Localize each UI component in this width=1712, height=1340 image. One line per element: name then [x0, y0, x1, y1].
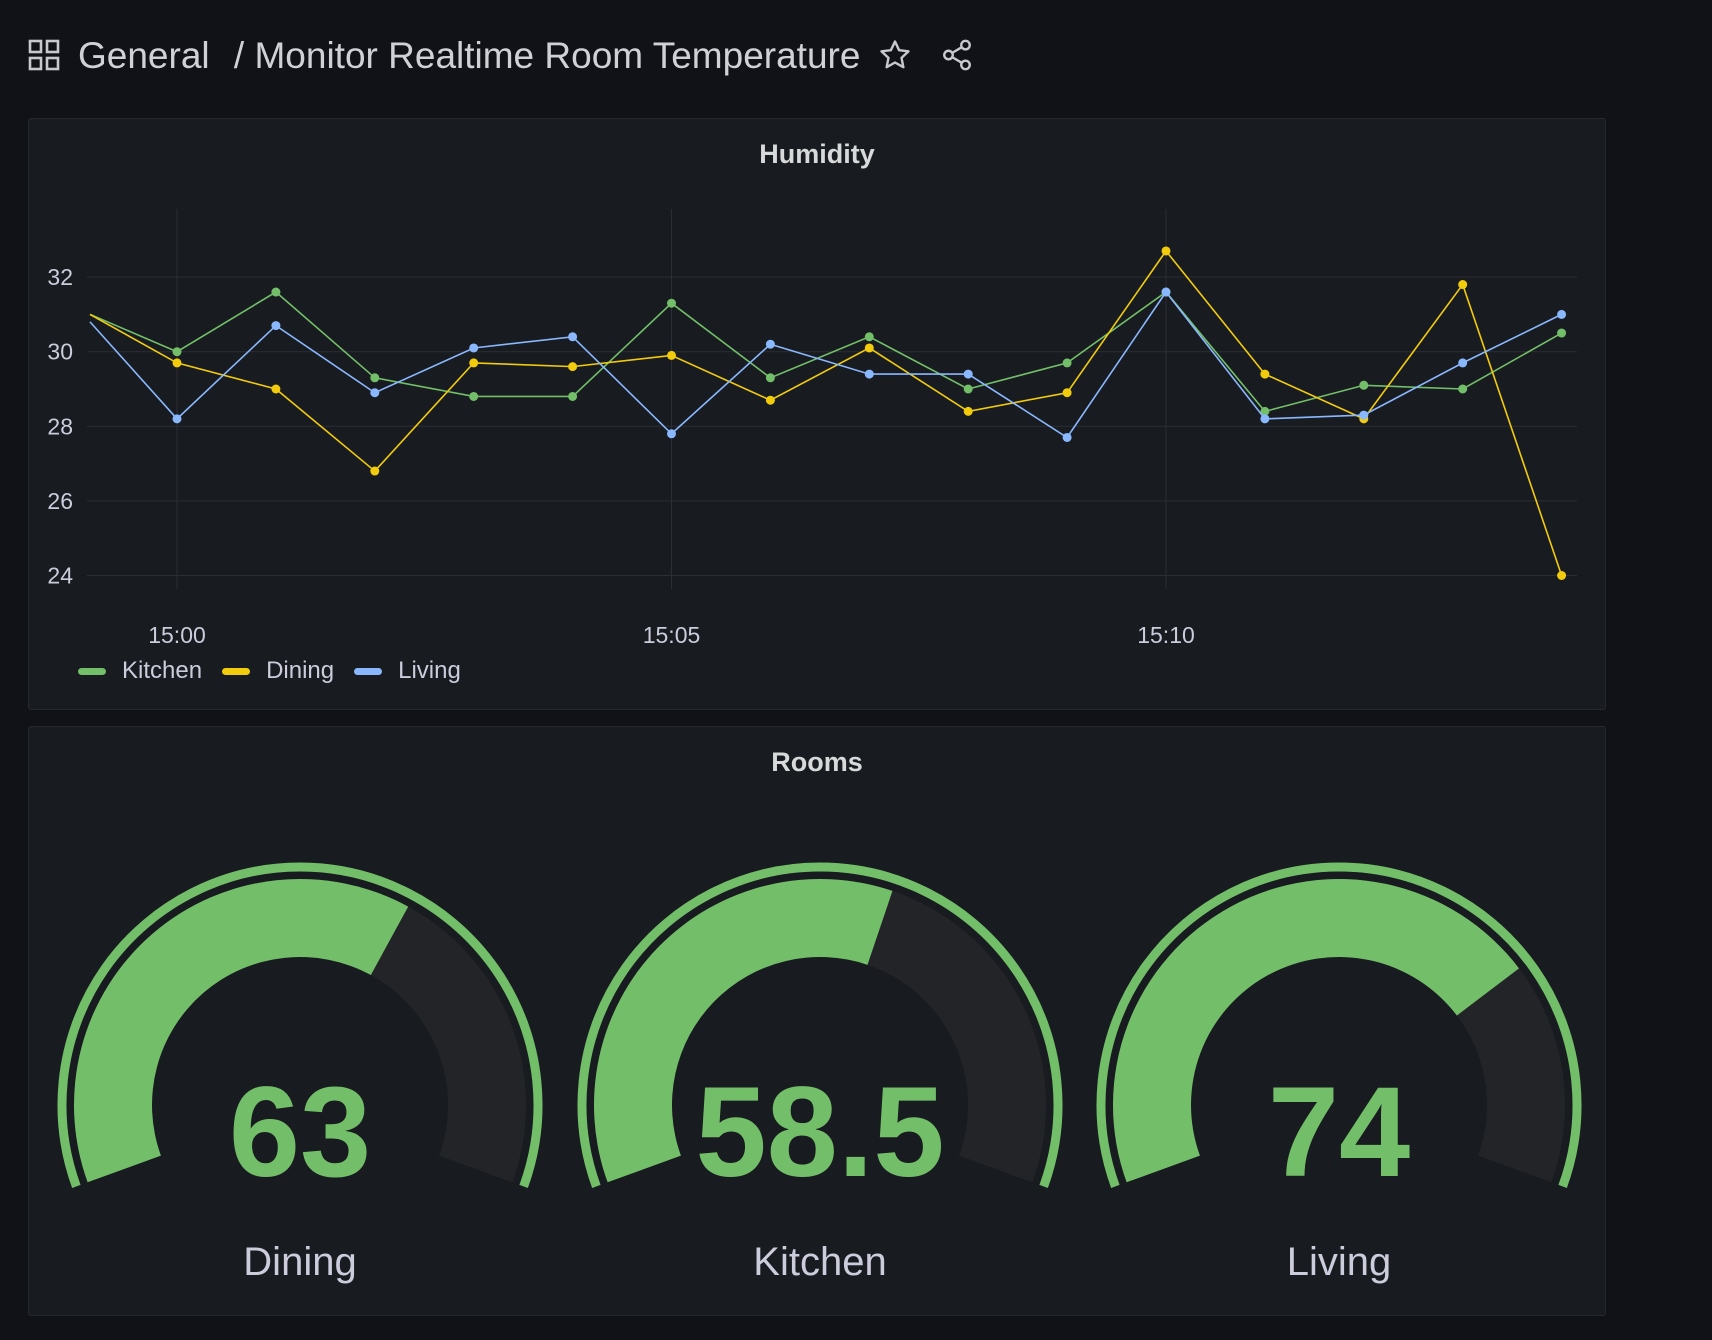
gauge-living[interactable]: 74 Living [1096, 862, 1582, 1284]
data-point[interactable] [1557, 309, 1567, 319]
series-line[interactable] [89, 249, 1563, 576]
breadcrumb: General / Monitor Realtime Room Temperat… [78, 33, 860, 77]
breadcrumb-separator: / [233, 35, 245, 77]
gauge-threshold-ring [577, 862, 1063, 1188]
data-point[interactable] [469, 391, 479, 401]
data-point[interactable] [765, 373, 775, 383]
y-tick-label: 24 [47, 563, 73, 589]
data-point[interactable] [1359, 410, 1369, 420]
data-point[interactable] [469, 358, 479, 368]
series-kitchen[interactable] [89, 287, 1567, 416]
star-icon[interactable] [878, 38, 912, 72]
panel-title[interactable]: Rooms [771, 747, 863, 777]
gauge-value: 63 [229, 1061, 371, 1204]
legend-item-kitchen[interactable]: Kitchen [78, 657, 202, 685]
chart-grid [87, 209, 1577, 589]
gauge-threshold-ring [1096, 862, 1582, 1188]
humidity-panel: Humidity 24 26 28 30 32 15:00 15:05 15:10 Kitch… [28, 118, 1606, 710]
gauge-value: 74 [1268, 1061, 1410, 1204]
data-point[interactable] [1260, 369, 1270, 379]
data-point[interactable] [1458, 384, 1468, 394]
gauge-label: Kitchen [753, 1240, 886, 1284]
legend-swatch [78, 667, 106, 675]
breadcrumb-folder[interactable]: General [78, 35, 210, 77]
y-tick-label: 32 [47, 264, 73, 290]
data-point[interactable] [568, 362, 578, 372]
data-point[interactable] [1260, 406, 1270, 416]
y-tick-label: 30 [47, 339, 73, 365]
data-point[interactable] [1458, 358, 1468, 368]
x-tick-label: 15:05 [643, 622, 701, 648]
data-point[interactable] [370, 466, 380, 476]
x-tick-label: 15:00 [148, 622, 206, 648]
data-point[interactable] [1260, 414, 1270, 424]
data-point[interactable] [469, 343, 479, 353]
data-point[interactable] [667, 298, 676, 308]
humidity-chart[interactable]: 24 26 28 30 32 15:00 15:05 15:10 [29, 119, 1607, 711]
data-point[interactable] [667, 350, 676, 360]
data-point[interactable] [1062, 432, 1072, 442]
gauge-label: Living [1287, 1240, 1392, 1284]
data-point[interactable] [1161, 246, 1171, 256]
x-tick-label: 15:10 [1137, 622, 1195, 648]
data-point[interactable] [765, 339, 775, 349]
gauge-kitchen[interactable]: 58.5 Kitchen [577, 862, 1063, 1284]
data-point[interactable] [1062, 358, 1072, 368]
data-point[interactable] [271, 384, 281, 394]
gauge-fill [593, 879, 893, 1183]
gauge-threshold-ring [57, 862, 543, 1188]
series-line[interactable] [89, 290, 1562, 413]
data-point[interactable] [568, 332, 578, 342]
data-point[interactable] [271, 321, 281, 331]
page-title[interactable]: Monitor Realtime Room Temperature [254, 35, 861, 77]
data-point[interactable] [172, 358, 182, 368]
legend-item-living[interactable]: Living [354, 657, 461, 685]
data-point[interactable] [271, 287, 281, 297]
data-point[interactable] [963, 369, 973, 379]
series-line[interactable] [89, 290, 1562, 439]
data-point[interactable] [370, 388, 380, 398]
data-point[interactable] [1359, 380, 1369, 390]
gauge-fill [1113, 879, 1520, 1183]
series-living[interactable] [89, 287, 1567, 442]
grid-icon[interactable] [28, 39, 60, 71]
data-point[interactable] [1062, 388, 1072, 398]
gauge-fill [73, 879, 409, 1183]
data-point[interactable] [765, 395, 775, 405]
data-point[interactable] [1557, 328, 1567, 338]
data-point[interactable] [864, 369, 874, 379]
data-point[interactable] [667, 429, 676, 439]
data-point[interactable] [1458, 280, 1468, 290]
data-point[interactable] [1161, 287, 1171, 297]
legend-swatch [222, 667, 251, 675]
gauge-dining[interactable]: 63 Dining [57, 862, 543, 1284]
gauge-label: Dining [243, 1240, 356, 1284]
legend-label: Dining [266, 657, 335, 684]
legend-swatch [354, 667, 383, 675]
series-dining[interactable] [89, 246, 1567, 580]
data-point[interactable] [568, 391, 578, 401]
panel-title[interactable]: Humidity [759, 139, 875, 169]
chart-legend: Kitchen Dining Living [78, 657, 481, 685]
data-point[interactable] [864, 332, 874, 342]
rooms-panel: Rooms 63 Dining 58.5 Kitchen 74 Living [28, 726, 1606, 1316]
data-point[interactable] [963, 384, 973, 394]
legend-label: Living [398, 657, 461, 684]
gauge-value: 58.5 [695, 1061, 944, 1204]
legend-label: Kitchen [122, 657, 203, 684]
data-point[interactable] [1557, 571, 1567, 580]
data-point[interactable] [370, 373, 380, 383]
data-point[interactable] [172, 347, 182, 357]
y-tick-label: 28 [47, 413, 73, 439]
legend-item-dining[interactable]: Dining [222, 657, 334, 685]
share-icon[interactable] [940, 38, 974, 72]
y-tick-label: 26 [47, 488, 73, 514]
rooms-gauges: 63 Dining 58.5 Kitchen 74 Living [57, 862, 1582, 1284]
data-point[interactable] [864, 343, 874, 353]
data-point[interactable] [963, 406, 973, 416]
data-point[interactable] [172, 414, 182, 424]
dashboard-header: General / Monitor Realtime Room Temperat… [28, 30, 974, 80]
